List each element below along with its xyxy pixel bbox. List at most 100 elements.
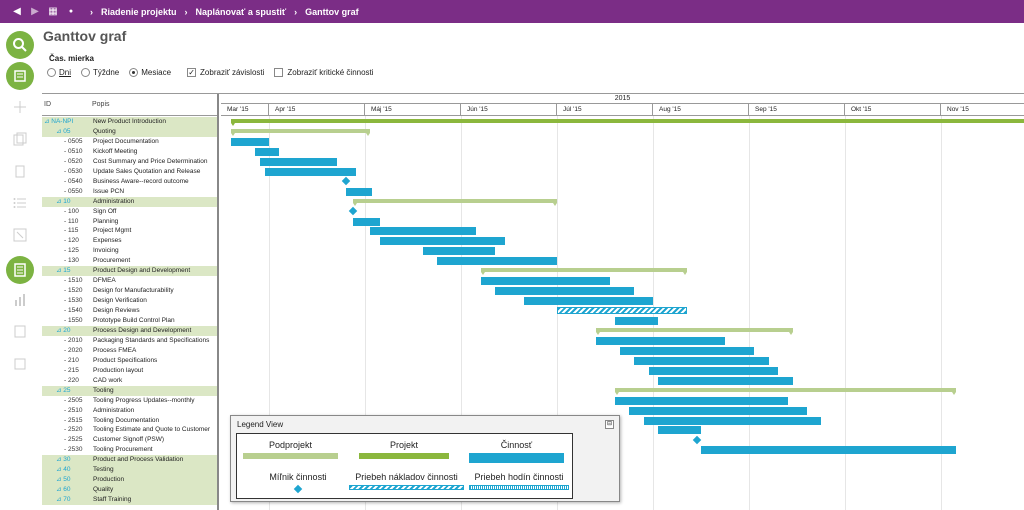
export-icon[interactable] xyxy=(13,228,27,242)
activity-bar[interactable] xyxy=(634,356,769,365)
scale-option-months[interactable]: Mesiace xyxy=(129,68,171,77)
task-row[interactable]: - 0520 Cost Summary and Price Determinati… xyxy=(42,157,217,167)
scale-option-weeks[interactable]: Týždne xyxy=(81,68,119,77)
name-column-header[interactable]: Popis xyxy=(92,101,110,108)
task-row[interactable]: - 0540 Business Aware--record outcome xyxy=(42,177,217,187)
task-row[interactable]: - 2020 Process FMEA xyxy=(42,346,217,356)
breadcrumb-item-2[interactable]: Naplánovať a spustiť xyxy=(195,6,287,17)
back-arrow-icon[interactable]: ◀ xyxy=(13,6,21,17)
delete-icon[interactable] xyxy=(13,164,27,178)
chart-icon[interactable] xyxy=(13,293,27,307)
show-dependencies-option[interactable]: ✓ Zobraziť závislosti xyxy=(187,68,264,77)
task-row[interactable]: - 115 Project Mgmt xyxy=(42,226,217,236)
task-row[interactable]: ⊿ 10 Administration xyxy=(42,196,217,207)
activity-bar[interactable] xyxy=(557,307,687,315)
task-row[interactable]: - 1510 DFMEA xyxy=(42,276,217,286)
summary-bar[interactable] xyxy=(615,387,956,395)
milestone-diamond[interactable] xyxy=(692,435,701,445)
task-row[interactable]: - 0550 Issue PCN xyxy=(42,187,217,197)
task-row[interactable]: - 130 Procurement xyxy=(42,256,217,266)
critical-checkbox[interactable] xyxy=(274,68,284,77)
task-row[interactable]: ⊿ 40 Testing xyxy=(42,465,217,476)
task-row[interactable]: - 215 Production layout xyxy=(42,366,217,376)
copy-icon[interactable] xyxy=(13,132,27,146)
breadcrumb-item-3[interactable]: Ganttov graf xyxy=(305,6,359,17)
task-row[interactable]: ⊿ 15 Product Design and Development xyxy=(42,266,217,277)
task-row[interactable]: - 2515 Tooling Documentation xyxy=(42,416,217,426)
activity-bar[interactable] xyxy=(264,167,356,176)
task-row[interactable]: - 2010 Packaging Standards and Specificat… xyxy=(42,336,217,346)
dependencies-checkbox[interactable]: ✓ xyxy=(187,68,197,77)
task-row[interactable]: - 210 Product Specifications xyxy=(42,356,217,366)
task-row[interactable]: - 2510 Administration xyxy=(42,406,217,416)
list-icon[interactable] xyxy=(13,196,27,210)
summary-bar[interactable] xyxy=(595,327,793,335)
task-row[interactable]: - 100 Sign Off xyxy=(42,207,217,217)
activity-bar[interactable] xyxy=(619,346,755,355)
milestone-diamond[interactable] xyxy=(348,206,358,216)
radio-months[interactable] xyxy=(129,68,139,77)
activity-bar[interactable] xyxy=(255,147,279,156)
activity-bar[interactable] xyxy=(423,247,495,256)
activity-bar[interactable] xyxy=(648,366,779,375)
activity-bar[interactable] xyxy=(480,277,611,286)
activity-bar[interactable] xyxy=(595,336,726,345)
summary-bar[interactable] xyxy=(480,268,688,276)
task-row[interactable]: - 0530 Update Sales Quotation and Release xyxy=(42,167,217,177)
show-critical-option[interactable]: Zobraziť kritické činnosti xyxy=(274,68,374,77)
task-row[interactable]: - 1520 Design for Manufacturability xyxy=(42,286,217,296)
breadcrumb-item-1[interactable]: Riadenie projektu xyxy=(101,6,177,17)
radio-days[interactable] xyxy=(47,68,56,77)
activity-bar[interactable] xyxy=(615,317,659,325)
activity-bar[interactable] xyxy=(643,416,822,425)
activity-bar[interactable] xyxy=(629,406,807,415)
task-row[interactable]: ⊿ 25 Tooling xyxy=(42,385,217,396)
activity-bar[interactable] xyxy=(523,297,654,306)
activity-bar[interactable] xyxy=(437,257,558,266)
task-row[interactable]: - 120 Expenses xyxy=(42,236,217,246)
task-row[interactable]: ⊿ 60 Quality xyxy=(42,485,217,496)
project-bar[interactable] xyxy=(231,119,1024,126)
summary-bar[interactable] xyxy=(231,128,371,136)
task-row[interactable]: - 1540 Design Reviews xyxy=(42,306,217,316)
add-icon[interactable] xyxy=(13,100,27,114)
task-row[interactable]: - 2520 Tooling Estimate and Quote to Cust… xyxy=(42,425,217,435)
search-button[interactable] xyxy=(6,31,34,59)
task-row[interactable]: - 2530 Tooling Procurement xyxy=(42,445,217,455)
activity-bar[interactable] xyxy=(658,426,702,435)
task-row[interactable]: - 125 Invoicing xyxy=(42,246,217,256)
activity-bar[interactable] xyxy=(346,187,373,196)
activity-bar[interactable] xyxy=(379,237,505,246)
task-row[interactable]: - 2505 Tooling Progress Updates--monthly xyxy=(42,396,217,406)
summary-bar[interactable] xyxy=(352,198,558,206)
activity-bar[interactable] xyxy=(352,217,380,226)
activity-bar[interactable] xyxy=(701,446,956,455)
gantt-view-button[interactable] xyxy=(6,256,34,284)
task-row[interactable]: - 0505 Project Documentation xyxy=(42,137,217,147)
legend-close-button[interactable]: ⊟ xyxy=(605,420,614,429)
task-row[interactable]: ⊿ 30 Product and Process Validation xyxy=(42,455,217,466)
apps-grid-icon[interactable]: ▦ xyxy=(48,6,58,17)
milestone-diamond[interactable] xyxy=(341,176,351,186)
save-button[interactable] xyxy=(6,62,34,90)
scale-option-days[interactable]: Dni xyxy=(47,68,71,77)
task-row[interactable]: ⊿ NA-NPI New Product Introduction xyxy=(42,117,217,127)
activity-bar[interactable] xyxy=(231,137,270,146)
activity-bar[interactable] xyxy=(495,287,635,296)
note-icon[interactable] xyxy=(13,357,27,371)
activity-bar[interactable] xyxy=(658,376,793,385)
task-row[interactable]: ⊿ 50 Production xyxy=(42,475,217,486)
building-icon[interactable] xyxy=(13,324,27,338)
task-row[interactable]: - 110 Planning xyxy=(42,217,217,227)
task-row[interactable]: - 0510 Kickoff Meeting xyxy=(42,147,217,157)
task-row[interactable]: - 220 CAD work xyxy=(42,376,217,386)
id-column-header[interactable]: ID xyxy=(44,101,51,108)
radio-weeks[interactable] xyxy=(81,68,91,77)
task-row[interactable]: ⊿ 70 Staff Training xyxy=(42,495,217,506)
task-row[interactable]: - 1550 Prototype Build Control Plan xyxy=(42,316,217,326)
task-row[interactable]: - 1530 Design Verification xyxy=(42,296,217,306)
activity-bar[interactable] xyxy=(615,396,788,405)
forward-arrow-icon[interactable]: ▶ xyxy=(31,6,39,17)
activity-bar[interactable] xyxy=(259,157,337,166)
task-row[interactable]: ⊿ 05 Quoting xyxy=(42,126,217,137)
